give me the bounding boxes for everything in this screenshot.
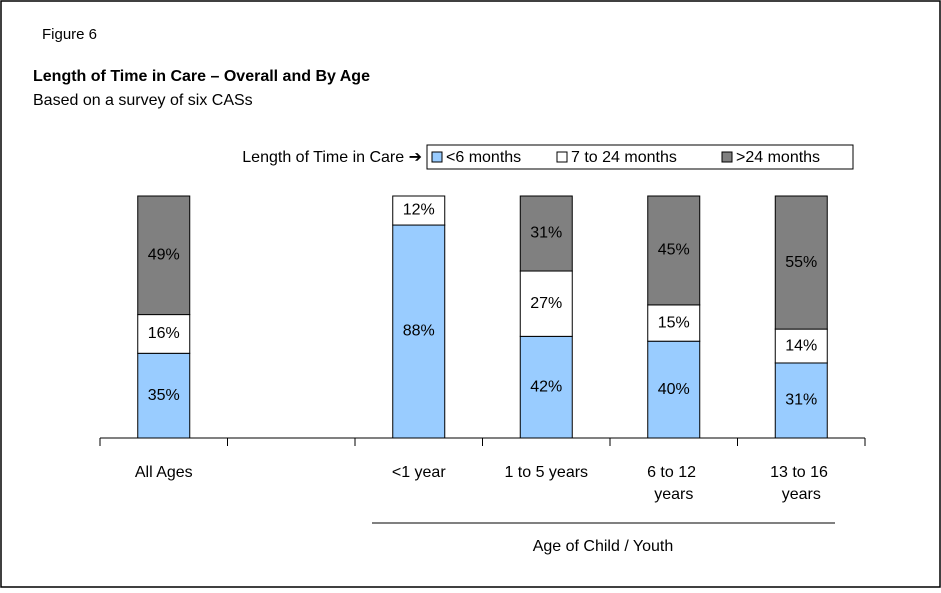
bar-segment: [137, 195, 191, 316]
data-label: 31%: [785, 392, 817, 409]
x-tick-label: 1 to 5 years: [504, 464, 588, 481]
bar-segment: [137, 352, 191, 439]
x-tick-label: <1 year: [392, 464, 446, 481]
data-label: 27%: [530, 295, 562, 312]
data-label: 16%: [148, 325, 180, 342]
bar-segment: [774, 362, 828, 439]
data-label: 14%: [785, 337, 817, 354]
bar-segment: [392, 195, 446, 226]
bar-segment: [647, 304, 701, 342]
x-tick-label: 6 to 12 years: [647, 464, 700, 503]
bar-segment: [392, 224, 446, 439]
legend-swatch: [431, 151, 443, 163]
data-label: 15%: [658, 314, 690, 331]
bar-segment: [647, 195, 701, 306]
chart-subtitle: Based on a survey of six CASs: [33, 92, 253, 109]
bar-segment: [519, 335, 573, 439]
data-label: 40%: [658, 381, 690, 398]
data-label: 42%: [530, 378, 562, 395]
bar-segment: [137, 314, 191, 354]
figure-label: Figure 6: [42, 26, 97, 43]
data-label: 88%: [403, 323, 435, 340]
data-label: 35%: [148, 387, 180, 404]
legend-label: <6 months: [446, 149, 521, 166]
bar-segment: [519, 195, 573, 272]
chart-title: Length of Time in Care – Overall and By …: [33, 68, 370, 85]
x-tick-label: All Ages: [135, 464, 193, 481]
legend-box: [426, 144, 854, 170]
x-tick-label: 13 to 16 years: [770, 464, 832, 503]
data-label: 12%: [403, 202, 435, 219]
bar-segment: [519, 270, 573, 337]
legend-title: Length of Time in Care ➔: [242, 149, 422, 166]
bar-segment: [647, 340, 701, 439]
data-label: 45%: [658, 242, 690, 259]
x-group-label: Age of Child / Youth: [533, 538, 674, 555]
legend-label: >24 months: [736, 149, 820, 166]
bar-segment: [774, 328, 828, 364]
data-label: 31%: [530, 225, 562, 242]
bar-segment: [774, 195, 828, 330]
legend-label: 7 to 24 months: [571, 149, 677, 166]
legend-swatch: [721, 151, 733, 163]
data-label: 55%: [785, 254, 817, 271]
data-label: 49%: [148, 247, 180, 264]
legend-swatch: [556, 151, 568, 163]
